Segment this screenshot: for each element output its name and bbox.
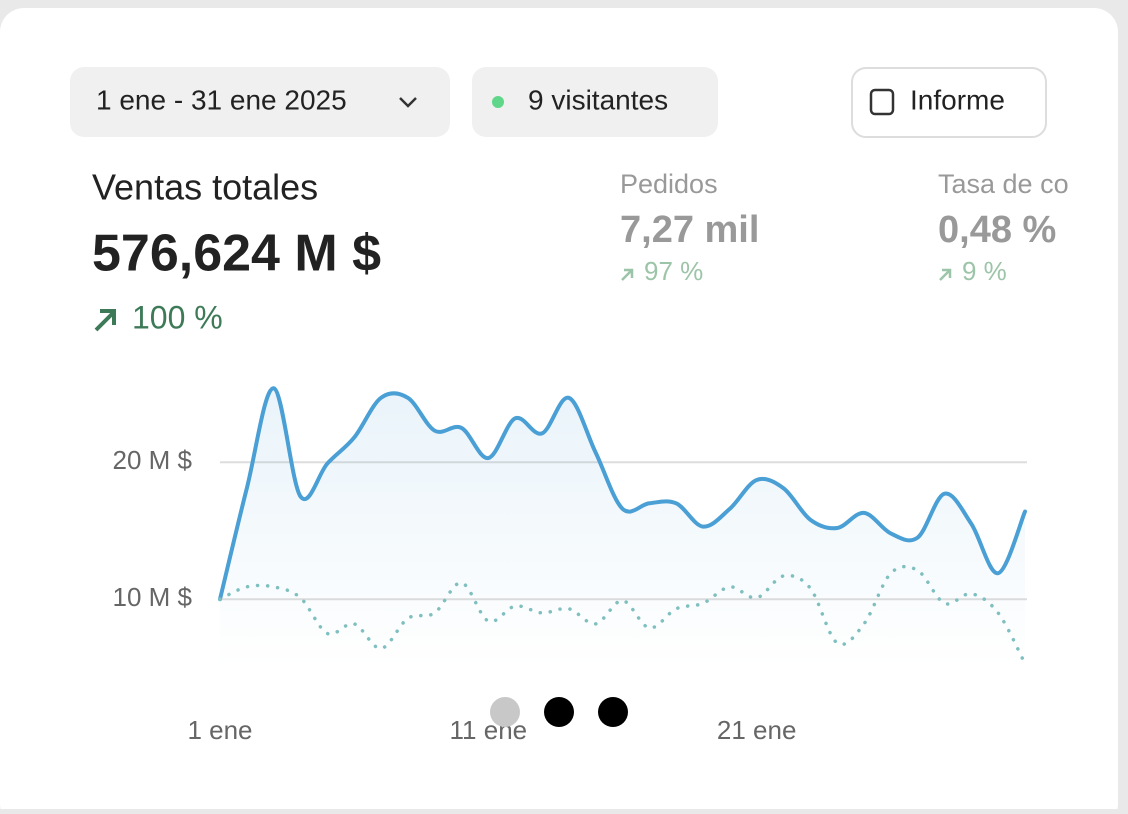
series-line: [218, 386, 1027, 602]
report-icon: [869, 88, 895, 116]
up-arrow: [621, 268, 634, 281]
metric-value: 7,27 mil: [620, 209, 759, 251]
area-fill: [220, 388, 1025, 668]
visitors[interactable]: 9 visitantes: [528, 84, 668, 115]
x-tick-label: 21 ene: [717, 715, 797, 745]
x-tick-label: 1 ene: [187, 715, 252, 745]
live-dot: [492, 96, 504, 108]
chevron: [399, 97, 417, 108]
report-label[interactable]: Informe: [910, 84, 1005, 115]
metric-change: 97 %: [644, 256, 703, 286]
date-range[interactable]: 1 ene - 31 ene 2025: [96, 84, 347, 115]
metric-value: 576,624 M $: [92, 225, 381, 283]
visitors-button[interactable]: [472, 67, 718, 137]
metric-value: 0,48 %: [938, 209, 1056, 251]
metric-label: Pedidos: [620, 169, 718, 199]
series-line: [218, 564, 1027, 666]
chart: 10 M $20 M $1 ene 11 ene 21 ene: [113, 386, 1027, 745]
report-button[interactable]: [851, 67, 1047, 138]
up-arrow: [939, 268, 952, 281]
metric-change: 9 %: [962, 256, 1007, 286]
page-dot[interactable]: [598, 697, 628, 727]
up-arrow: [94, 309, 116, 332]
y-tick-label: 20 M $: [113, 445, 193, 475]
metric-label: Ventas totales: [92, 167, 318, 208]
date-button[interactable]: [70, 67, 450, 137]
page-dot[interactable]: [544, 697, 574, 727]
metric-label: Tasa de co: [938, 169, 1069, 199]
metric-change: 100 %: [132, 299, 223, 335]
y-tick-label: 10 M $: [113, 582, 193, 612]
page-dot[interactable]: [490, 697, 520, 727]
